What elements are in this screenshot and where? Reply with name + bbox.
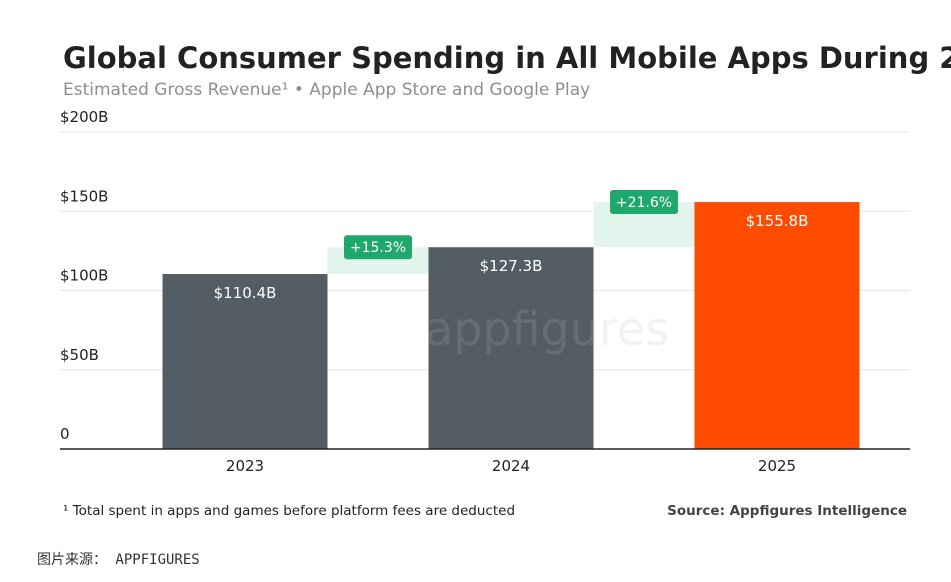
bar xyxy=(694,202,860,449)
footnote: ¹ Total spent in apps and games before p… xyxy=(63,503,515,519)
bar xyxy=(162,274,328,449)
chart-title: Global Consumer Spending in All Mobile A… xyxy=(63,41,951,75)
growth-badge xyxy=(610,190,678,215)
watermark: appfigures xyxy=(425,302,669,356)
y-tick-label: $50B xyxy=(60,346,99,364)
source: Source: Appfigures Intelligence xyxy=(667,503,907,519)
y-tick-label: 0 xyxy=(60,425,70,443)
caption: 图片来源： APPFIGURES xyxy=(37,552,200,568)
value-label: $127.3B xyxy=(480,257,543,275)
y-tick-label: $200B xyxy=(60,108,108,126)
x-tick-label: 2023 xyxy=(226,457,264,475)
value-label: $155.8B xyxy=(746,212,809,230)
x-tick-label: 2024 xyxy=(492,457,530,475)
bar xyxy=(428,247,594,449)
value-label: $110.4B xyxy=(214,284,277,302)
chart-subtitle: Estimated Gross Revenue¹ • Apple App Sto… xyxy=(63,80,590,100)
y-tick-label: $150B xyxy=(60,187,108,205)
x-tick-label: 2025 xyxy=(758,457,796,475)
growth-label: +15.3% xyxy=(350,240,406,256)
y-tick-label: $100B xyxy=(60,267,108,285)
growth-label: +21.6% xyxy=(616,195,672,211)
growth-badge xyxy=(344,235,412,260)
